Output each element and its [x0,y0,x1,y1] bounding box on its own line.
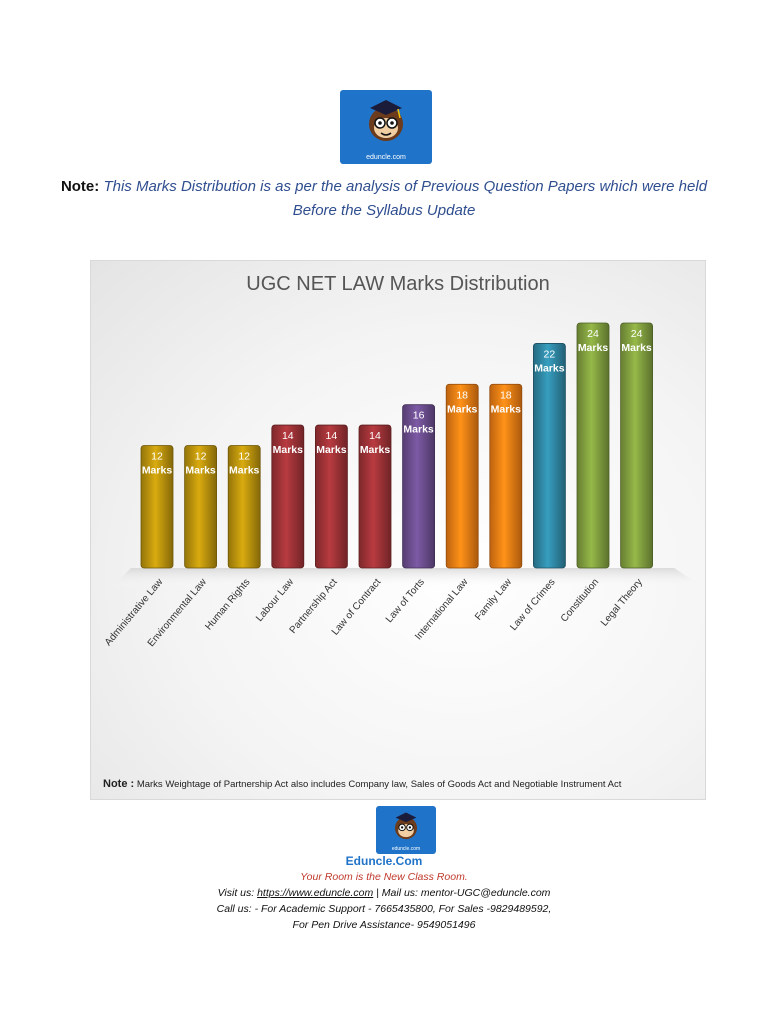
data-label-unit: Marks [403,424,434,436]
data-label-unit: Marks [185,465,216,477]
bar-law-of-torts [402,404,436,569]
chart-note-label: Note : [103,778,135,790]
mascot-icon [369,100,403,141]
bar-human-rights [227,445,261,569]
logo-small-caption: eduncle.com [391,846,421,852]
footer-website-link[interactable]: https://www.eduncle.com [257,887,374,899]
data-label-unit: Marks [360,444,391,456]
data-label-unit: Marks [578,342,609,354]
data-label-value: 16 [413,410,425,422]
top-note: Note: This Marks Distribution is as per … [60,175,708,223]
chart-floor [111,568,705,588]
footer-visit-line: Visit us: https://www.eduncle.com | Mail… [0,885,768,901]
eduncle-logo-small: eduncle.com [376,806,436,854]
chart-frame: UGC NET LAW Marks Distribution 12 Marks Ad… [90,260,706,800]
bar-family-law [489,383,523,569]
data-label-value: 18 [456,389,468,401]
data-label-value: 12 [238,451,250,463]
data-label-unit: Marks [491,403,522,415]
data-label-unit: Marks [621,342,652,354]
data-label-value: 24 [587,328,599,340]
bar-international-law [445,383,479,569]
data-label-unit: Marks [229,465,260,477]
data-label-unit: Marks [142,465,173,477]
data-label-unit: Marks [447,403,478,415]
data-label-unit: Marks [316,444,347,456]
bar-environmental-law [184,445,217,569]
footer-pendrive-line: For Pen Drive Assistance- 9549051496 [292,919,476,931]
data-label-value: 18 [500,389,512,401]
bar-labour-law [271,424,305,569]
bar-law-of-contract [358,424,392,569]
footer-brand: Eduncle.Com [345,854,423,868]
bar-constitution [576,322,610,569]
note-text: This Marks Distribution is as per the an… [103,178,708,219]
data-label-unit: Marks [534,362,565,374]
bar-administrative-law [140,445,174,569]
logo-caption: eduncle.com [366,154,406,161]
bar-legal-theory [620,322,653,569]
footer-mail[interactable]: | Mail us: mentor-UGC@eduncle.com [376,887,551,899]
bar-law-of-crimes [532,343,566,569]
note-label: Note: [60,178,100,195]
data-label-value: 24 [631,328,643,340]
data-label-value: 14 [282,430,294,442]
bar-partnership-act [314,424,348,569]
eduncle-logo: eduncle.com [340,90,432,164]
footer-tagline: Your Room is the New Class Room. [300,871,468,883]
data-label-value: 22 [544,348,556,360]
data-label-value: 12 [151,451,163,463]
data-label-value: 14 [369,430,381,442]
footer-call-line: Call us: - For Academic Support - 766543… [216,903,552,915]
chart-title: UGC NET LAW Marks Distribution [246,273,550,295]
footer: Eduncle.Com Your Room is the New Class R… [0,853,768,933]
mascot-small-icon [394,812,418,840]
data-label-unit: Marks [273,444,304,456]
data-label-value: 14 [326,430,338,442]
chart-note-text: Marks Weightage of Partnership Act also … [136,779,622,790]
data-label-value: 12 [195,451,207,463]
chart-note: Note : Marks Weightage of Partnership Ac… [103,778,621,790]
footer-visit-label: Visit us: [217,887,255,899]
